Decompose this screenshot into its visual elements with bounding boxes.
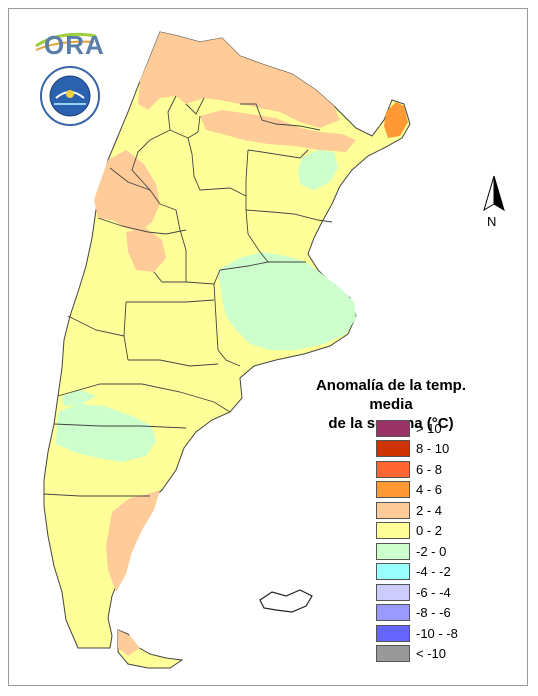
anomaly-zone-2-4-chaco xyxy=(200,110,356,152)
legend-item: > 10 xyxy=(376,418,496,439)
anomaly-zone-neg-2-0-rio-negro xyxy=(62,390,96,406)
legend-swatch xyxy=(376,460,410,478)
legend-swatch xyxy=(376,645,410,663)
legend-label: 8 - 10 xyxy=(416,441,450,457)
legend-item: -2 - 0 xyxy=(376,541,496,562)
legend-item: < -10 xyxy=(376,644,496,665)
anomaly-zone-2-4-tierra-del-fuego xyxy=(118,630,140,656)
anomaly-zone-2-4-la-rioja xyxy=(126,228,166,272)
legend-swatch xyxy=(376,522,410,540)
legend-item: 2 - 4 xyxy=(376,500,496,521)
ora-logo-mark xyxy=(35,32,97,51)
legend-swatch xyxy=(376,624,410,642)
anomaly-zone-2-4-cuyo xyxy=(94,150,160,232)
legend-label: -2 - 0 xyxy=(416,543,447,559)
legend-label: 2 - 4 xyxy=(416,502,443,518)
anomaly-zone-2-4-north xyxy=(138,32,340,128)
legend-swatch xyxy=(376,542,410,560)
legend-label: > 10 xyxy=(416,420,442,436)
province-boundaries xyxy=(43,95,333,497)
legend-item: -10 - -8 xyxy=(376,623,496,644)
legend-label: -10 - -8 xyxy=(416,625,458,641)
anomaly-zone-neg-2-0-chubut xyxy=(56,404,156,462)
north-arrow-graphic xyxy=(483,175,505,212)
anomaly-zone-neg-2-0-corrientes xyxy=(298,150,338,190)
legend-item: -4 - -2 xyxy=(376,562,496,583)
legend: > 10 8 - 10 6 - 8 4 - 6 2 - 4 0 - 2 -2 - 0 -4 -… xyxy=(376,418,496,664)
legend-swatch xyxy=(376,419,410,437)
legend-label: -4 - -2 xyxy=(416,564,451,580)
anomaly-zone-4-6-misiones xyxy=(384,102,408,138)
legend-label: 6 - 8 xyxy=(416,461,443,477)
legend-swatch xyxy=(376,563,410,581)
legend-label: 4 - 6 xyxy=(416,482,443,498)
ora-logo: ORA xyxy=(44,30,105,60)
legend-label: -8 - -6 xyxy=(416,605,451,621)
legend-swatch xyxy=(376,604,410,622)
anomaly-zone-neg-2-0-buenos-aires xyxy=(218,252,356,350)
islas-malvinas xyxy=(259,589,313,613)
smn-seal-graphic xyxy=(40,66,100,126)
legend-swatch xyxy=(376,501,410,519)
legend-swatch xyxy=(376,583,410,601)
legend-item: 0 - 2 xyxy=(376,521,496,542)
legend-swatch xyxy=(376,481,410,499)
legend-label: < -10 xyxy=(416,646,446,662)
legend-label: -6 - -4 xyxy=(416,584,451,600)
legend-swatch xyxy=(376,440,410,458)
anomaly-zone-2-4-patagonia xyxy=(106,490,160,592)
legend-item: 8 - 10 xyxy=(376,439,496,460)
legend-item: 6 - 8 xyxy=(376,459,496,480)
legend-item: -6 - -4 xyxy=(376,582,496,603)
legend-item: 4 - 6 xyxy=(376,480,496,501)
legend-item: -8 - -6 xyxy=(376,603,496,624)
legend-label: 0 - 2 xyxy=(416,523,443,539)
legend-title-line-1: Anomalía de la temp. media xyxy=(315,377,467,413)
north-label: N xyxy=(487,214,497,229)
